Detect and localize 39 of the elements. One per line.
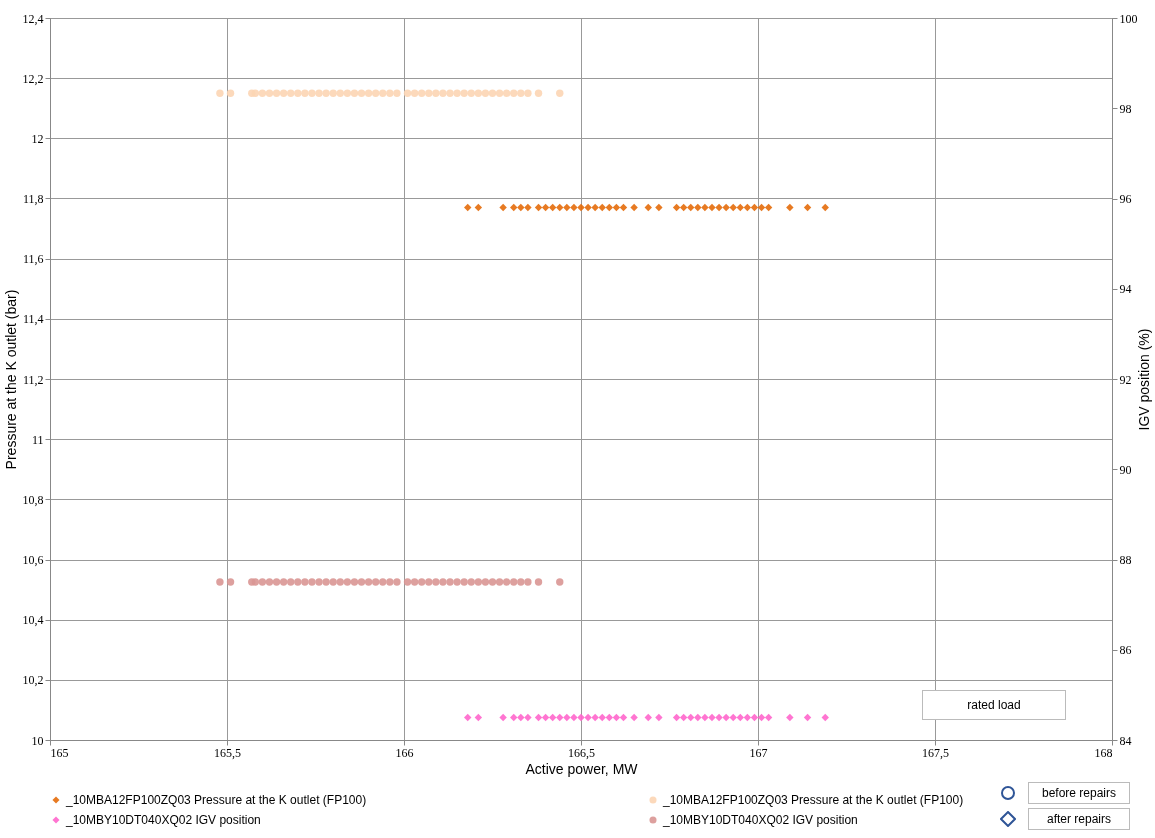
y-tick-label: 12 — [31, 131, 44, 146]
y-tick-label: 10,6 — [22, 553, 44, 567]
y-tick-label: 11,4 — [22, 312, 44, 327]
label-box: rated load — [922, 690, 1066, 720]
y-tick-label: 12,2 — [22, 71, 44, 86]
y2-tick-label: 86 — [1119, 643, 1132, 658]
text: after repairs — [1028, 808, 1130, 830]
legend-label: _10MBA12FP100ZQ03 Pressure at the K outlet (FP100) — [662, 793, 964, 807]
y-tick-label: 11,2 — [22, 372, 44, 387]
y-tick-label: 10 — [31, 733, 44, 748]
x-axis-title: Active power, MW — [525, 760, 639, 777]
y-tick-label: 10,8 — [22, 492, 44, 507]
x-tick-label: 168 — [1094, 745, 1113, 760]
y2-tick-label: 96 — [1119, 192, 1132, 206]
text: before repairs — [1028, 782, 1130, 804]
y2-tick-label: 92 — [1119, 372, 1132, 387]
y-tick-label: 11,8 — [22, 192, 44, 206]
y2-tick-label: 94 — [1119, 282, 1132, 297]
y2-tick-label: 84 — [1119, 733, 1132, 748]
legend-label: _10MBY10DT040XQ02 IGV position — [65, 813, 261, 827]
x-tick-label: 165 — [50, 745, 69, 760]
x-tick-label: 166,5 — [568, 745, 595, 760]
y-tick-label: 11,6 — [22, 252, 44, 267]
y2-tick-label: 90 — [1119, 462, 1132, 477]
y-axis-title: Pressure at the K outlet (bar) — [2, 289, 19, 470]
y-tick-label: 11 — [31, 432, 44, 447]
y2-tick-label: 98 — [1119, 101, 1132, 116]
y-tick-label: 10,4 — [22, 613, 44, 628]
y2-tick-label: 88 — [1119, 553, 1132, 567]
y-tick-label: 10,2 — [22, 673, 44, 688]
y2-axis-title: IGV position (%) — [1135, 328, 1152, 431]
x-tick-label: 166 — [395, 745, 414, 760]
legend-label: _10MBY10DT040XQ02 IGV position — [662, 813, 858, 827]
legend-label: _10MBA12FP100ZQ03 Pressure at the K outlet (FP100) — [65, 793, 367, 807]
x-tick-label: 167 — [749, 745, 768, 760]
x-tick-label: 165,5 — [214, 745, 241, 760]
y-tick-label: 12,4 — [22, 11, 44, 26]
y2-tick-label: 100 — [1119, 11, 1138, 26]
x-tick-label: 167,5 — [922, 745, 949, 760]
